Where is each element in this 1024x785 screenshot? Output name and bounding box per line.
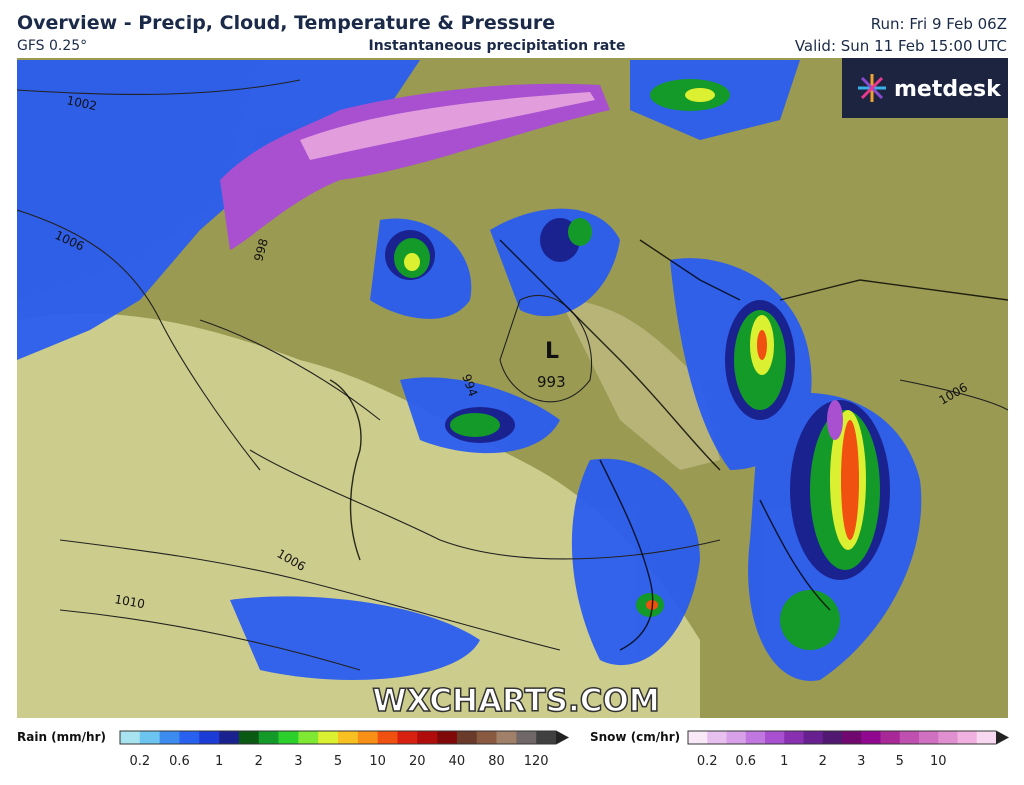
bar-arrow <box>996 731 1008 744</box>
tick-label: 20 <box>409 754 426 769</box>
isobar-label: 1010 <box>113 592 146 611</box>
snow-legend-label: Snow (cm/hr) <box>590 730 680 744</box>
tick-label: 5 <box>334 754 342 769</box>
logo-icon <box>858 74 886 102</box>
color-swatch <box>745 731 766 744</box>
tick-label: 10 <box>369 754 386 769</box>
tick-label: 1 <box>215 754 223 769</box>
color-swatch <box>357 731 378 744</box>
tick-label: 80 <box>488 754 505 769</box>
color-swatch <box>397 731 418 744</box>
color-swatch <box>765 731 785 744</box>
color-swatch <box>238 731 260 744</box>
color-swatch <box>120 731 141 744</box>
color-swatch <box>976 731 997 744</box>
color-swatch <box>899 731 920 744</box>
color-swatch <box>338 731 359 744</box>
color-swatch <box>179 731 200 744</box>
tick-label: 2 <box>819 754 827 769</box>
tick-label: 2 <box>255 754 263 769</box>
color-swatch <box>938 731 958 744</box>
color-swatch <box>707 731 727 744</box>
color-swatch <box>688 731 708 744</box>
color-swatch <box>957 731 978 744</box>
isobar-label: 1002 <box>65 93 98 113</box>
map <box>17 58 1008 718</box>
low-symbol: L <box>545 339 559 364</box>
color-swatch <box>861 731 881 744</box>
color-swatch <box>842 731 862 744</box>
color-swatch <box>476 731 497 744</box>
watermark: WXCHARTS.COM <box>372 683 659 719</box>
color-swatch <box>822 731 843 744</box>
tick-label: 120 <box>524 754 549 769</box>
color-swatch <box>437 731 458 744</box>
color-swatch <box>139 731 160 744</box>
tick-label: 0.2 <box>129 754 150 769</box>
color-swatch <box>199 731 220 744</box>
subtitle: Instantaneous precipitation rate <box>369 38 626 54</box>
rain-colorbar: 0.2 0.6 1 2 3 5 10 20 40 80 120 <box>119 730 570 769</box>
tick-label: 5 <box>896 754 904 769</box>
tick-label: 0.6 <box>169 754 190 769</box>
low-pressure: 993 <box>537 373 566 391</box>
color-swatch <box>456 731 478 744</box>
color-swatch <box>258 731 279 744</box>
color-swatch <box>159 731 180 744</box>
valid: Valid: Sun 11 Feb 15:00 UTC <box>795 37 1007 55</box>
color-swatch <box>417 731 438 744</box>
color-swatch <box>219 731 240 744</box>
snow-colorbar: 0.2 0.6 1 2 3 5 10 <box>687 730 1010 769</box>
bar-arrow <box>556 731 568 744</box>
color-swatch <box>880 731 901 744</box>
model: GFS 0.25° <box>17 38 87 54</box>
color-swatch <box>516 731 537 744</box>
rain-legend-label: Rain (mm/hr) <box>17 730 106 744</box>
tick-label: 0.6 <box>735 754 756 769</box>
color-swatch <box>318 731 339 744</box>
title: Overview - Precip, Cloud, Temperature & … <box>17 12 555 34</box>
color-swatch <box>377 731 398 744</box>
logo-text: metdesk <box>894 77 1002 102</box>
tick-label: 3 <box>857 754 865 769</box>
tick-label: 10 <box>930 754 947 769</box>
color-swatch <box>298 731 319 744</box>
color-swatch <box>496 731 517 744</box>
color-swatch <box>278 731 299 744</box>
color-swatch <box>536 731 557 744</box>
tick-label: 1 <box>780 754 788 769</box>
tick-label: 3 <box>294 754 302 769</box>
run: Run: Fri 9 Feb 06Z <box>871 15 1007 33</box>
isobar-label: 998 <box>251 237 270 263</box>
color-swatch <box>726 731 747 744</box>
tick-label: 0.2 <box>697 754 718 769</box>
color-swatch <box>803 731 824 744</box>
tick-label: 40 <box>449 754 466 769</box>
color-swatch <box>919 731 939 744</box>
color-swatch <box>784 731 804 744</box>
